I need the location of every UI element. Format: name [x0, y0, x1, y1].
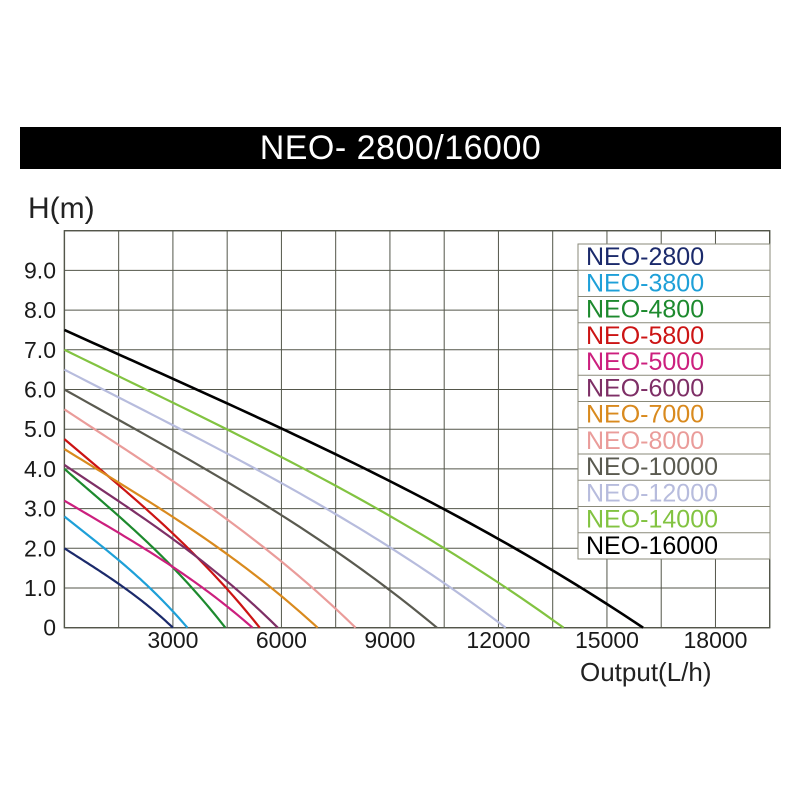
svg-text:NEO-14000: NEO-14000: [586, 506, 718, 534]
svg-text:4.0: 4.0: [24, 456, 56, 482]
svg-text:NEO-7000: NEO-7000: [586, 401, 704, 429]
svg-text:NEO-2800: NEO-2800: [586, 243, 704, 271]
svg-text:9.0: 9.0: [24, 257, 56, 283]
svg-text:NEO-10000: NEO-10000: [586, 453, 718, 481]
svg-text:6.0: 6.0: [24, 377, 56, 403]
svg-text:NEO-16000: NEO-16000: [586, 532, 718, 560]
svg-text:12000: 12000: [466, 627, 530, 653]
svg-text:NEO-5000: NEO-5000: [586, 348, 704, 376]
svg-text:3.0: 3.0: [24, 496, 56, 522]
svg-text:7.0: 7.0: [24, 337, 56, 363]
svg-text:18000: 18000: [684, 627, 748, 653]
svg-text:0: 0: [43, 615, 56, 641]
svg-text:NEO-8000: NEO-8000: [586, 427, 704, 455]
svg-text:NEO-4800: NEO-4800: [586, 296, 704, 324]
svg-text:NEO-3800: NEO-3800: [586, 269, 704, 297]
svg-text:3000: 3000: [147, 627, 198, 653]
svg-text:NEO-6000: NEO-6000: [586, 374, 704, 402]
svg-text:2.0: 2.0: [24, 535, 56, 561]
svg-text:9000: 9000: [364, 627, 415, 653]
svg-text:8.0: 8.0: [24, 297, 56, 323]
svg-text:1.0: 1.0: [24, 575, 56, 601]
svg-text:5.0: 5.0: [24, 416, 56, 442]
svg-text:6000: 6000: [256, 627, 307, 653]
svg-text:NEO-12000: NEO-12000: [586, 479, 718, 507]
svg-text:NEO-5800: NEO-5800: [586, 322, 704, 350]
svg-text:15000: 15000: [575, 627, 639, 653]
